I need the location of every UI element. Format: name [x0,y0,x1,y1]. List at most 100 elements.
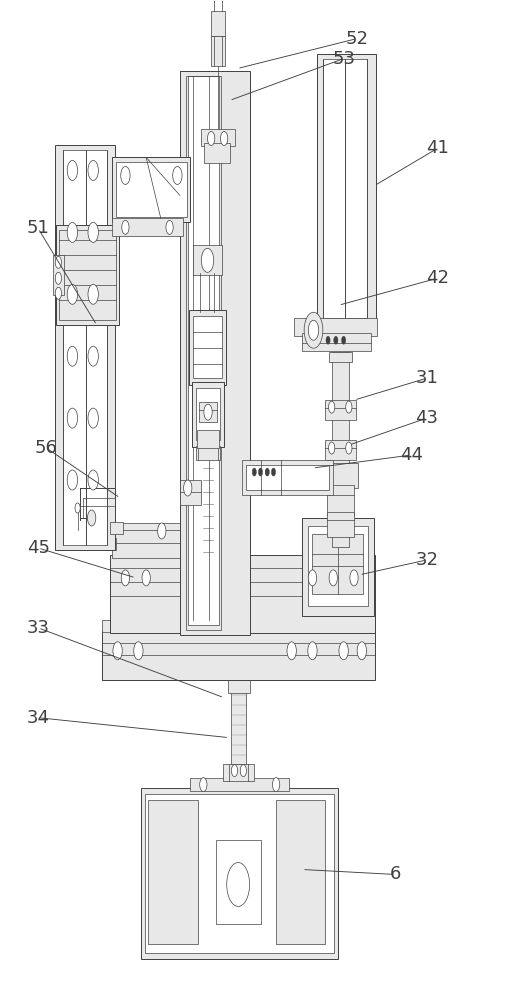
Text: 53: 53 [332,50,355,68]
Text: 34: 34 [27,709,49,727]
Bar [201,129,234,146]
Circle shape [88,346,98,366]
Bar [216,840,260,924]
Bar [324,463,358,488]
Circle shape [326,336,330,344]
Text: 42: 42 [426,269,449,287]
Bar [102,630,375,680]
Text: 32: 32 [415,551,438,569]
Bar [110,555,375,633]
Circle shape [329,442,335,454]
Circle shape [220,132,228,145]
Bar [228,678,250,693]
Bar [192,382,224,447]
Circle shape [121,166,130,184]
Circle shape [67,222,78,242]
Bar [180,480,201,505]
Text: 45: 45 [27,539,49,557]
Circle shape [67,160,78,180]
Circle shape [272,778,280,792]
Bar [113,523,208,543]
Circle shape [308,570,317,586]
Bar [302,518,374,616]
Circle shape [231,765,238,777]
Text: 6: 6 [390,865,401,883]
Bar [185,76,221,630]
Circle shape [166,220,173,234]
Circle shape [55,287,61,299]
Bar [195,388,220,440]
Text: 56: 56 [35,439,58,457]
Circle shape [67,284,78,304]
Bar [317,54,376,323]
Bar [196,430,219,448]
Bar [324,59,345,318]
Bar [294,318,377,336]
Circle shape [113,642,122,660]
Circle shape [67,346,78,366]
Circle shape [339,642,349,660]
Circle shape [329,401,335,413]
Bar [246,465,329,490]
Bar [113,157,190,222]
Circle shape [88,160,98,180]
Text: 33: 33 [27,619,49,637]
Bar [110,522,123,534]
Circle shape [200,778,207,792]
Bar [204,143,230,163]
Circle shape [287,642,296,660]
Bar [193,316,221,378]
Circle shape [142,570,151,586]
Bar [231,690,246,764]
Bar [102,620,159,632]
Circle shape [329,570,338,586]
Circle shape [227,862,250,906]
Bar [308,526,367,606]
Circle shape [172,166,182,184]
Circle shape [357,642,366,660]
Circle shape [158,523,166,539]
Text: 41: 41 [426,139,449,157]
Bar [223,764,254,781]
Circle shape [88,470,98,490]
Bar [327,512,354,537]
Bar [59,230,116,320]
Bar [210,11,225,36]
Bar [53,255,64,295]
Circle shape [122,220,129,234]
Bar [211,36,225,66]
Bar [189,310,226,385]
Circle shape [308,320,319,340]
Circle shape [88,408,98,428]
Bar [195,446,220,460]
Bar [190,778,289,791]
Bar [63,150,86,545]
Bar [55,145,115,550]
Bar [318,620,375,632]
Bar [313,534,363,594]
Bar [116,162,187,217]
Bar [180,71,250,635]
Circle shape [67,408,78,428]
Circle shape [271,468,276,476]
Bar [327,485,354,515]
Circle shape [342,336,346,344]
Bar [326,440,356,460]
Circle shape [88,222,98,242]
Circle shape [258,468,263,476]
Circle shape [308,642,317,660]
Bar [113,218,182,236]
Bar [276,800,326,944]
Bar [199,402,217,422]
Circle shape [75,503,80,513]
Bar [242,460,333,495]
Circle shape [67,470,78,490]
Circle shape [88,284,98,304]
Circle shape [334,336,338,344]
Bar [145,794,334,953]
Bar [302,333,370,351]
Text: 44: 44 [400,446,423,464]
Bar [329,352,352,362]
Circle shape [134,642,143,660]
Circle shape [252,468,256,476]
